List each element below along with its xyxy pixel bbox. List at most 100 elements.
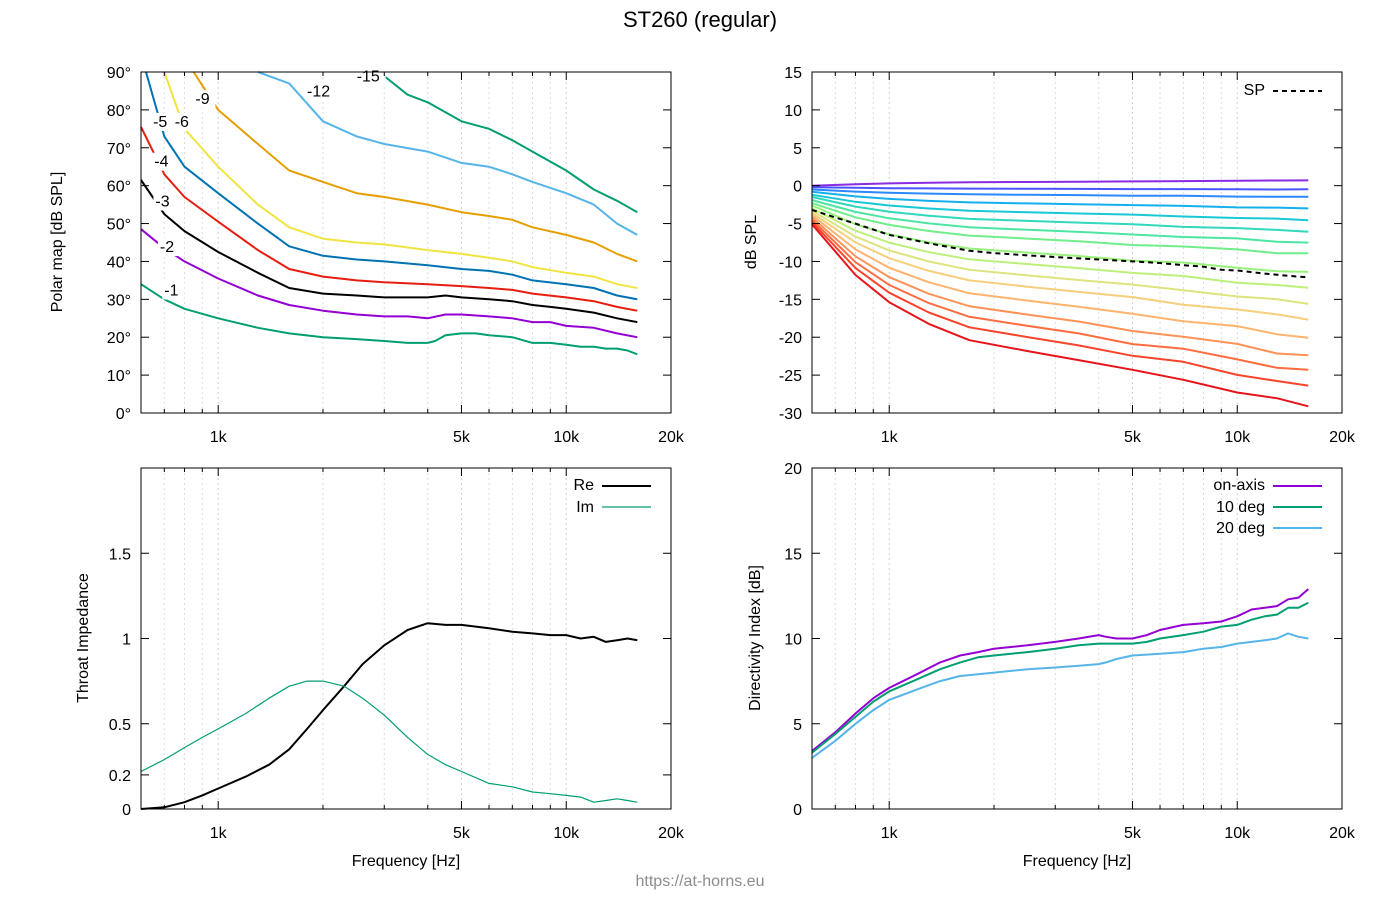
spl-sp-curve — [811, 208, 1309, 279]
polar-contour-label: -5 — [153, 114, 167, 131]
polar-map-ylabel: Polar map [dB SPL] — [49, 172, 66, 313]
polar-contour-label-bg — [162, 281, 185, 300]
spl-panel: 1k 5k 10k 20k -30 -25 -20 -15 -10 -5 0 5 10 15 dB SPL… — [743, 65, 1356, 446]
spl-legend: SP — [1244, 82, 1322, 99]
spl-series — [811, 179, 1309, 408]
polar-ytick-label: 60° — [107, 179, 131, 196]
spl-angle-curve — [811, 212, 1309, 321]
polar-series--6 — [163, 71, 638, 289]
polar-xtick-label: 20k — [658, 429, 685, 446]
spl-angle-curve — [811, 186, 1309, 191]
impedance-legend-im-label: Im — [576, 499, 594, 516]
polar-ytick-label: 90° — [107, 65, 131, 82]
polar-ytick-label: 10° — [107, 368, 131, 385]
polar-contour-label-bg — [151, 112, 174, 131]
directivity-ytick-label: 5 — [793, 717, 802, 734]
polar-ytick-label: 70° — [107, 141, 131, 158]
polar-series--3 — [140, 179, 638, 324]
polar-contour-label: -15 — [357, 68, 380, 85]
polar-ytick-label: 20° — [107, 330, 131, 347]
polar-contour-label: -9 — [195, 91, 209, 108]
impedance-ytick-label: 0.5 — [109, 717, 131, 734]
directivity-series-20-deg — [811, 632, 1309, 759]
polar-map-frame — [140, 71, 672, 414]
spl-xtick-label: 5k — [1124, 429, 1142, 446]
spl-ytick-label: 10 — [784, 103, 802, 120]
directivity-ticks: 1k 5k 10k 20k 0 5 10 15 20 — [784, 461, 1356, 842]
directivity-legend-onaxis-label: on-axis — [1213, 477, 1265, 494]
polar-contour-label: -4 — [154, 154, 168, 171]
impedance-xlabel: Frequency [Hz] — [352, 853, 460, 870]
directivity-xtick-label: 20k — [1329, 825, 1356, 842]
polar-series--4 — [140, 126, 638, 312]
impedance-series-Im — [140, 680, 638, 803]
spl-ytick-label: 5 — [793, 141, 802, 158]
spl-ytick-label: -20 — [779, 330, 802, 347]
polar-contour-label: -3 — [155, 194, 169, 211]
polar-map-ticks: 1k 5k 10k 20k 0° 10° 20° 30° 40° 50° 60° 70° 80° 90° — [107, 65, 685, 446]
directivity-xtick-label: 1k — [881, 825, 899, 842]
directivity-series-10-deg — [811, 601, 1309, 754]
directivity-xtick-label: 5k — [1124, 825, 1142, 842]
impedance-legend: Re Im — [574, 477, 651, 516]
spl-xtick-label: 10k — [1224, 429, 1251, 446]
spl-angle-curve — [811, 214, 1309, 339]
spl-angle-curve — [811, 221, 1309, 387]
polar-contour-label-bg — [172, 112, 195, 131]
impedance-ytick-label: 0.2 — [109, 768, 131, 785]
spl-ylabel: dB SPL — [743, 215, 760, 269]
spl-ytick-label: -5 — [788, 217, 802, 234]
spl-angle-curve — [811, 179, 1309, 187]
impedance-xtick-label: 1k — [210, 825, 228, 842]
spl-angle-curve — [811, 216, 1309, 357]
directivity-grid — [834, 468, 1238, 809]
polar-ytick-label: 50° — [107, 217, 131, 234]
polar-xtick-label: 10k — [553, 429, 580, 446]
spl-ytick-label: 0 — [793, 179, 802, 196]
impedance-ytick-label: 1.5 — [109, 546, 131, 563]
polar-series--1 — [140, 283, 638, 356]
directivity-ylabel: Directivity Index [dB] — [747, 565, 764, 711]
directivity-ytick-label: 10 — [784, 632, 802, 649]
spl-angle-curve — [811, 223, 1309, 408]
polar-xtick-label: 5k — [453, 429, 471, 446]
polar-contour-label-bg — [153, 192, 176, 211]
polar-series--5 — [145, 71, 638, 301]
impedance-xtick-label: 20k — [658, 825, 685, 842]
directivity-series — [811, 588, 1309, 759]
polar-series--15 — [378, 71, 638, 214]
impedance-frame — [140, 467, 672, 810]
directivity-legend-20deg-label: 20 deg — [1216, 520, 1265, 537]
polar-contour-label: -6 — [175, 114, 189, 131]
impedance-legend-re-label: Re — [574, 477, 595, 494]
spl-angle-curve — [811, 219, 1309, 371]
spl-angle-curve — [811, 188, 1309, 198]
spl-ytick-label: -30 — [779, 406, 802, 423]
polar-contour-label: -12 — [307, 84, 330, 101]
spl-ytick-label: -15 — [779, 292, 802, 309]
spl-ticks: 1k 5k 10k 20k -30 -25 -20 -15 -10 -5 0 5 10 15 — [779, 65, 1356, 446]
figure-title: ST260 (regular) — [623, 7, 777, 32]
directivity-ytick-label: 15 — [784, 546, 802, 563]
polar-map-panel: -1 -2 -3 -4 -5 -6 -9 -12 -15 1k 5k 10k 20k 0° 10° 20° 3… — [49, 65, 685, 446]
spl-angle-curve — [811, 190, 1309, 210]
directivity-ytick-label: 20 — [784, 461, 802, 478]
impedance-ticks: 1k 5k 10k 20k 0 0.2 0.5 1 1.5 — [109, 468, 685, 842]
footer-url[interactable]: https://at-horns.eu — [636, 873, 765, 890]
polar-xtick-label: 1k — [210, 429, 228, 446]
directivity-legend-10deg-label: 10 deg — [1216, 499, 1265, 516]
impedance-series-Re — [140, 622, 638, 810]
spl-xtick-label: 20k — [1329, 429, 1356, 446]
spl-angle-curve — [811, 196, 1309, 233]
impedance-xtick-label: 10k — [553, 825, 580, 842]
polar-ytick-label: 0° — [116, 406, 131, 423]
directivity-ytick-label: 0 — [793, 802, 802, 819]
polar-contour-label-bg — [193, 90, 216, 109]
spl-angle-curve — [811, 207, 1309, 289]
polar-contour-label: -2 — [160, 239, 174, 256]
polar-contour-label-bg — [157, 237, 180, 256]
impedance-ylabel: Throat Impedance — [75, 573, 92, 703]
spl-angle-curve — [811, 199, 1309, 244]
directivity-xtick-label: 10k — [1224, 825, 1251, 842]
spl-xtick-label: 1k — [881, 429, 899, 446]
